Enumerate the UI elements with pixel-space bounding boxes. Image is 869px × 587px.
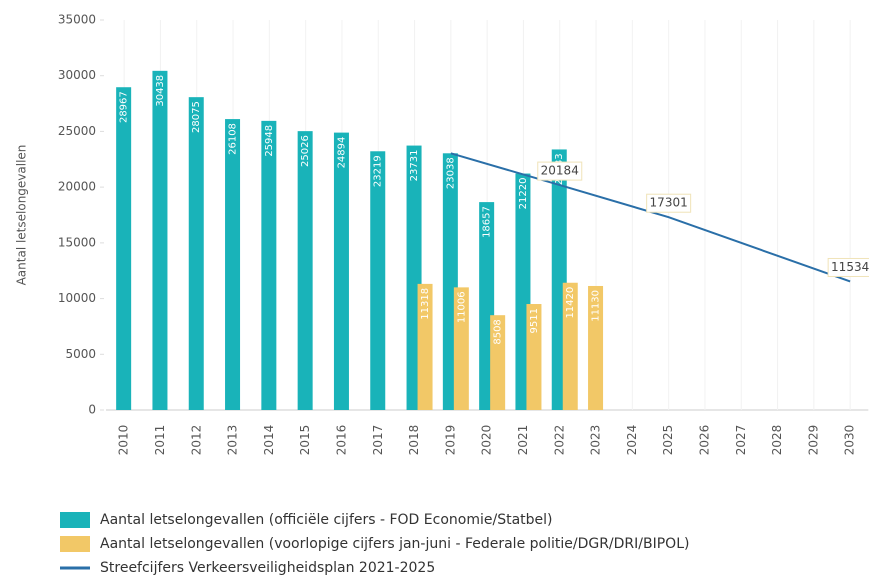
bar xyxy=(370,151,386,411)
x-tick-label: 2021 xyxy=(516,425,530,456)
data-label: 26108 xyxy=(228,123,239,155)
data-label: 9511 xyxy=(529,308,540,333)
bar xyxy=(417,283,433,410)
bar xyxy=(588,285,604,410)
x-tick-label: 2018 xyxy=(407,425,421,456)
bar xyxy=(333,132,349,410)
x-tick-label: 2019 xyxy=(443,425,457,456)
x-tick-label: 2013 xyxy=(226,425,240,456)
bar xyxy=(562,282,578,410)
x-tick-label: 2011 xyxy=(153,425,167,456)
x-tick-label: 2025 xyxy=(661,425,675,456)
x-tick-label: 2027 xyxy=(734,425,748,456)
x-tick-label: 2016 xyxy=(334,425,348,456)
data-label: 23038 xyxy=(445,157,456,189)
data-label: 25948 xyxy=(264,125,275,157)
y-tick-label: 25000 xyxy=(58,124,96,138)
y-tick-label: 20000 xyxy=(58,180,96,194)
x-tick-label: 2022 xyxy=(552,425,566,456)
legend-swatch xyxy=(60,566,90,570)
data-label: 28075 xyxy=(191,101,202,133)
x-tick-label: 2012 xyxy=(189,425,203,456)
x-tick-label: 2020 xyxy=(480,425,494,456)
data-label: 23731 xyxy=(409,150,420,182)
x-tick-label: 2026 xyxy=(697,425,711,456)
x-tick-label: 2014 xyxy=(262,425,276,456)
data-label: 28967 xyxy=(119,91,130,123)
bar xyxy=(188,97,204,411)
x-tick-label: 2024 xyxy=(625,425,639,456)
legend-label: Aantal letselongevallen (voorlopige cijf… xyxy=(100,536,689,552)
label-box xyxy=(646,193,692,213)
x-tick-label: 2017 xyxy=(371,425,385,456)
legend-label: Aantal letselongevallen (officiële cijfe… xyxy=(100,512,552,528)
x-tick-label: 2030 xyxy=(843,425,857,456)
bar xyxy=(225,119,241,411)
data-label: 23219 xyxy=(373,155,384,187)
y-tick-label: 5000 xyxy=(65,347,96,361)
bar xyxy=(526,304,542,410)
bar xyxy=(490,315,506,410)
x-tick-label: 2029 xyxy=(806,425,820,456)
legend-swatch xyxy=(60,536,90,552)
bar xyxy=(116,87,132,410)
data-label: 17301 xyxy=(650,196,688,210)
y-tick-label: 15000 xyxy=(58,235,96,249)
y-tick-label: 10000 xyxy=(58,291,96,305)
data-label: 11534 xyxy=(831,260,869,274)
data-label: 30438 xyxy=(155,75,166,107)
y-tick-label: 0 xyxy=(88,403,96,417)
x-tick-label: 2010 xyxy=(117,425,131,456)
data-label: 11420 xyxy=(565,287,576,319)
data-label: 11130 xyxy=(591,290,602,322)
legend-label: Streefcijfers Verkeersveiligheidsplan 20… xyxy=(100,560,435,576)
bar xyxy=(152,70,168,411)
bar xyxy=(261,120,277,410)
x-tick-label: 2028 xyxy=(770,425,784,456)
data-label: 8508 xyxy=(493,319,504,344)
line xyxy=(450,152,851,283)
data-label: 20184 xyxy=(541,164,579,178)
bar xyxy=(297,131,313,410)
x-tick-label: 2015 xyxy=(298,425,312,456)
data-label: 18657 xyxy=(482,206,493,238)
y-axis-label: Aantal letselongevallen xyxy=(15,145,29,286)
y-tick-label: 30000 xyxy=(58,68,96,82)
data-label: 25026 xyxy=(300,135,311,167)
data-label: 21220 xyxy=(518,178,529,210)
y-tick-label: 35000 xyxy=(58,13,96,27)
x-tick-label: 2023 xyxy=(589,425,603,456)
bar xyxy=(453,287,469,410)
legend-swatch xyxy=(60,512,90,528)
data-label: 11318 xyxy=(420,288,431,320)
data-label: 24894 xyxy=(336,137,347,169)
label-box xyxy=(827,257,869,277)
data-label: 11006 xyxy=(456,291,467,323)
label-box xyxy=(537,161,583,181)
